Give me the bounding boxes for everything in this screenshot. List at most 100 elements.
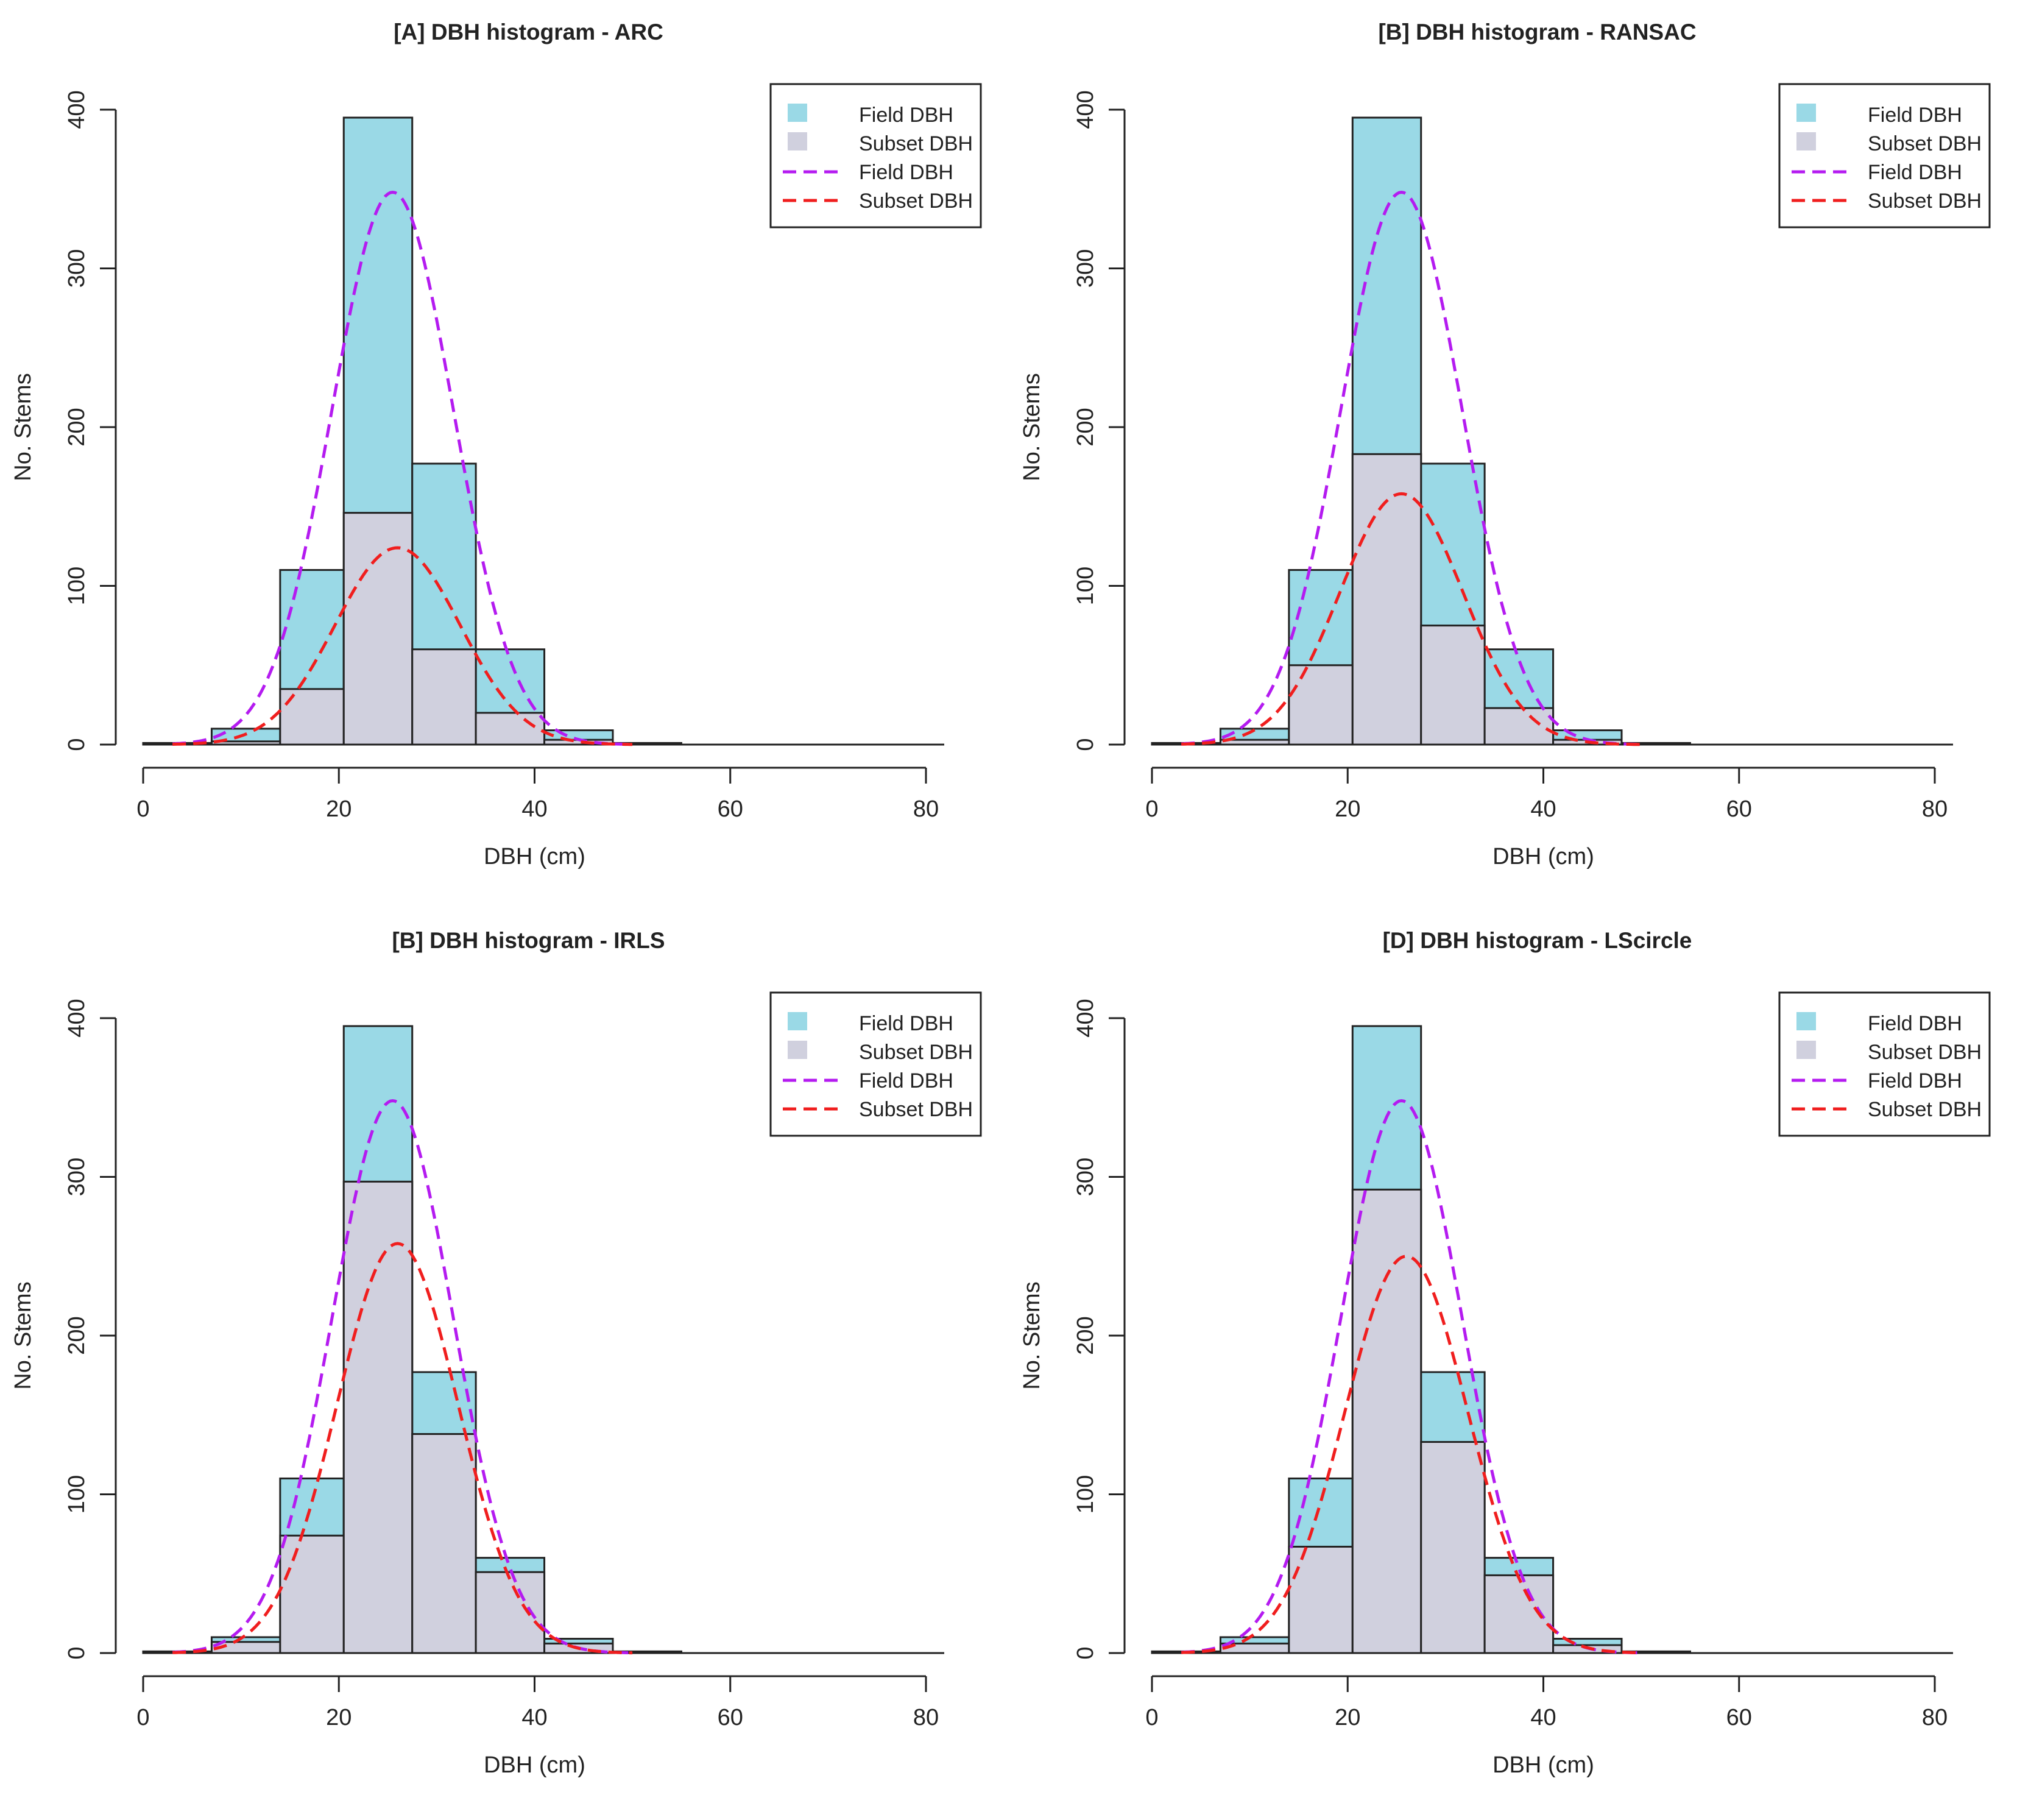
subset-dbh-bar <box>342 1180 414 1654</box>
chart-svg: [A] DBH histogram - ARC 0 20 40 60 80 DBH (cm)… <box>10 19 982 869</box>
x-tick-label: 80 <box>913 796 939 822</box>
legend-swatch-subset <box>788 1041 807 1059</box>
x-tick-label: 20 <box>326 1705 351 1730</box>
chart-svg: [B] DBH histogram - IRLS 0 20 40 60 80 DBH (cm… <box>10 928 982 1778</box>
y-axis-label: No. Stems <box>1019 1281 1045 1389</box>
y-tick-label: 100 <box>64 1475 90 1514</box>
chart-title: [D] DBH histogram - LScircle <box>1383 928 1692 953</box>
y-tick-label: 100 <box>1073 567 1098 605</box>
subset-dbh-bar <box>279 688 345 746</box>
x-tick-label: 60 <box>718 1705 743 1730</box>
y-tick-label: 100 <box>64 567 90 605</box>
chart-panel-c: [B] DBH histogram - IRLS 0 20 40 60 80 DBH (cm… <box>0 908 1008 1817</box>
x-axis-label: DBH (cm) <box>484 1752 585 1778</box>
y-tick-label: 300 <box>1073 1158 1098 1196</box>
y-tick-label: 400 <box>1073 90 1098 129</box>
subset-dbh-bar <box>1351 453 1422 746</box>
legend: Field DBH Subset DBH Field DBH Subset DBH <box>769 83 982 228</box>
legend-label: Field DBH <box>1868 1012 1962 1035</box>
x-tick-label: 60 <box>718 796 743 822</box>
x-tick-label: 20 <box>1335 1705 1360 1730</box>
y-tick-label: 400 <box>64 90 90 129</box>
legend-label: Field DBH <box>1868 161 1962 184</box>
legend-label: Field DBH <box>859 1069 953 1092</box>
legend-label: Field DBH <box>859 161 953 184</box>
subset-dbh-bar <box>1288 1545 1354 1654</box>
y-tick-label: 0 <box>1073 1646 1098 1659</box>
legend-swatch-field <box>1796 1012 1816 1030</box>
chart-title: [B] DBH histogram - IRLS <box>392 928 665 953</box>
y-tick-label: 100 <box>1073 1475 1098 1514</box>
subset-dbh-bar <box>279 1534 345 1654</box>
y-tick-label: 400 <box>64 999 90 1037</box>
legend-swatch-field <box>788 1012 807 1030</box>
chart-svg: [D] DBH histogram - LScircle 0 20 40 60 80 DBH… <box>1019 928 1991 1778</box>
y-axis-label: No. Stems <box>1019 373 1045 481</box>
legend-label: Field DBH <box>1868 104 1962 127</box>
legend-label: Subset DBH <box>859 1041 973 1064</box>
legend-label: Subset DBH <box>859 132 973 155</box>
x-tick-label: 60 <box>1726 1705 1752 1730</box>
x-axis-label: DBH (cm) <box>1492 844 1594 869</box>
x-tick-label: 0 <box>136 1705 149 1730</box>
subset-dbh-bar <box>475 712 546 746</box>
subset-dbh-bar <box>1420 625 1486 746</box>
y-tick-label: 200 <box>1073 1316 1098 1354</box>
subset-density-curve <box>172 1242 633 1655</box>
legend-label: Subset DBH <box>1868 132 1982 155</box>
y-axis-label: No. Stems <box>10 373 36 481</box>
x-tick-label: 20 <box>1335 796 1360 822</box>
y-tick-label: 200 <box>64 1316 90 1354</box>
y-tick-label: 0 <box>64 738 90 751</box>
legend-label: Subset DBH <box>859 189 973 213</box>
chart-panel-d: [D] DBH histogram - LScircle 0 20 40 60 80 DBH… <box>1009 908 2017 1817</box>
x-tick-label: 40 <box>521 1705 547 1730</box>
legend-label: Subset DBH <box>1868 1041 1982 1064</box>
legend-swatch-subset <box>1796 1041 1816 1059</box>
subset-density-curve <box>1181 1255 1642 1654</box>
legend: Field DBH Subset DBH Field DBH Subset DBH <box>1778 991 1991 1137</box>
subset-dbh-bar <box>342 512 414 746</box>
legend-label: Subset DBH <box>859 1098 973 1121</box>
x-tick-label: 80 <box>1922 796 1948 822</box>
legend-label: Field DBH <box>859 1012 953 1035</box>
legend-box <box>769 991 982 1137</box>
field-density-curve <box>172 190 633 746</box>
chart-panel-a: [A] DBH histogram - ARC 0 20 40 60 80 DBH (cm)… <box>0 0 1008 908</box>
subset-dbh-bar <box>411 648 477 746</box>
x-tick-label: 0 <box>1145 1705 1158 1730</box>
subset-dbh-bar <box>1483 707 1555 746</box>
y-tick-label: 200 <box>1073 408 1098 446</box>
x-tick-label: 80 <box>913 1705 939 1730</box>
legend-swatch-subset <box>788 132 807 150</box>
chart-title: [B] DBH histogram - RANSAC <box>1378 19 1696 44</box>
x-axis-label: DBH (cm) <box>1492 1752 1594 1778</box>
legend-label: Field DBH <box>859 104 953 127</box>
subset-dbh-bar <box>1351 1188 1422 1654</box>
legend-swatch-field <box>788 104 807 122</box>
chart-title: [A] DBH histogram - ARC <box>394 19 663 44</box>
y-axis-label: No. Stems <box>10 1281 36 1389</box>
legend-label: Field DBH <box>1868 1069 1962 1092</box>
y-tick-label: 300 <box>64 1158 90 1196</box>
x-tick-label: 0 <box>136 796 149 822</box>
subset-dbh-bar <box>411 1433 477 1654</box>
legend-label: Subset DBH <box>1868 189 1982 213</box>
legend: Field DBH Subset DBH Field DBH Subset DBH <box>769 991 982 1137</box>
y-tick-label: 300 <box>1073 249 1098 288</box>
subset-dbh-bar <box>475 1571 546 1654</box>
chart-svg: [B] DBH histogram - RANSAC 0 20 40 60 80 DBH (… <box>1019 19 1991 869</box>
y-tick-label: 0 <box>1073 738 1098 751</box>
subset-dbh-bar <box>1288 664 1354 746</box>
x-tick-label: 40 <box>521 796 547 822</box>
chart-panel-b: [B] DBH histogram - RANSAC 0 20 40 60 80 DBH (… <box>1009 0 2017 908</box>
legend-swatch-field <box>1796 104 1816 122</box>
field-density-curve <box>1181 190 1642 746</box>
x-tick-label: 60 <box>1726 796 1752 822</box>
x-tick-label: 80 <box>1922 1705 1948 1730</box>
x-tick-label: 40 <box>1530 1705 1556 1730</box>
y-tick-label: 200 <box>64 408 90 446</box>
x-axis-label: DBH (cm) <box>484 844 585 869</box>
legend-swatch-subset <box>1796 132 1816 150</box>
x-tick-label: 20 <box>326 796 351 822</box>
